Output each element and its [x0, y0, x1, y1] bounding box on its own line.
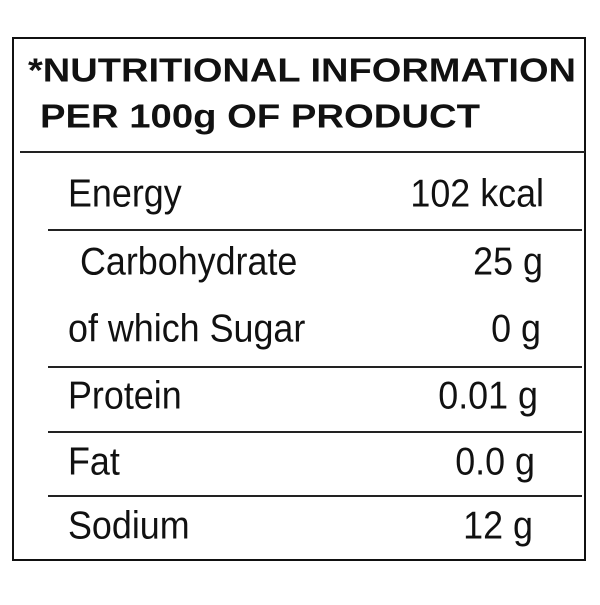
- header-subtitle: PER 100g OF PRODUCT: [40, 98, 480, 135]
- nutrient-amount: 12 g: [463, 503, 533, 547]
- label-border: [12, 37, 586, 561]
- nutrient-amount: 0.01 g: [438, 373, 538, 417]
- nutrient-amount: 102 kcal: [410, 171, 544, 215]
- header-title: *NUTRITIONAL INFORMATION: [28, 52, 576, 89]
- table: Energy 102 kcal Carbohydrate 25 g of which S…: [68, 171, 544, 547]
- nutrient-amount: 0.0 g: [455, 439, 535, 483]
- nutrient-amount: 0 g: [491, 306, 541, 350]
- nutrient-amount: 25 g: [473, 239, 543, 283]
- nutrient-name: Fat: [68, 439, 120, 483]
- nutrient-name: Protein: [68, 373, 182, 417]
- nutrient-name: Carbohydrate: [80, 239, 297, 283]
- nutrient-name: Energy: [68, 171, 182, 215]
- nutrient-name: of which Sugar: [68, 306, 305, 350]
- nutrient-name: Sodium: [68, 503, 190, 547]
